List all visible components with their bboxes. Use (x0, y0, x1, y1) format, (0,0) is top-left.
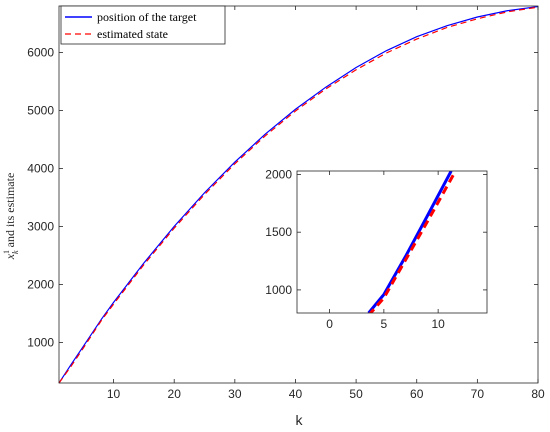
main-axes-frame (58, 5, 539, 384)
inset-axes-frame (296, 170, 488, 314)
main-y-tick-label: 1000 (27, 335, 54, 349)
main-y-tick-label: 6000 (27, 45, 54, 59)
inset-x-tick-label: 0 (326, 317, 333, 331)
main-x-tick-label: 80 (531, 387, 545, 401)
x-axis-label: k (296, 412, 304, 428)
legend: position of the target estimated state (60, 5, 226, 45)
inset-series-line-target (367, 171, 453, 313)
svg-text:x1k and its estimate: x1k and its estimate (2, 173, 20, 261)
main-x-tick-label: 70 (471, 387, 485, 401)
inset-series-line-estimate (368, 171, 457, 313)
inset-axes: 0 5 10 1000 1500 2000 (265, 167, 488, 331)
main-x-tick-label: 30 (228, 387, 242, 401)
legend-label-estimate: estimated state (97, 27, 168, 41)
main-x-tick-label: 40 (289, 387, 303, 401)
main-series-line-estimate (58, 6, 539, 384)
inset-x-tick-label: 10 (431, 317, 445, 331)
inset-series-clip (367, 171, 457, 313)
inset-plot: 0 5 10 1000 1500 2000 (265, 167, 488, 331)
inset-y-tick-label: 1000 (265, 283, 292, 297)
y-axis-label: x1k and its estimate (2, 173, 20, 261)
inset-x-tick-label: 5 (381, 317, 388, 331)
inset-series-group (367, 171, 457, 313)
main-y-tick-label: 4000 (27, 161, 54, 175)
main-x-tick-label: 10 (107, 387, 121, 401)
main-y-tick-label: 5000 (27, 103, 54, 117)
main-x-tick-label: 20 (168, 387, 182, 401)
main-series-group (58, 5, 539, 384)
inset-y-tick-label: 1500 (265, 225, 292, 239)
legend-label-target: position of the target (97, 10, 197, 24)
main-x-tick-label: 50 (349, 387, 363, 401)
main-y-tick-label: 2000 (27, 277, 54, 291)
main-x-tick-label: 60 (410, 387, 424, 401)
inset-y-tick-label: 2000 (265, 167, 292, 181)
main-y-tick-label: 3000 (27, 219, 54, 233)
main-series-line-target (58, 5, 539, 384)
